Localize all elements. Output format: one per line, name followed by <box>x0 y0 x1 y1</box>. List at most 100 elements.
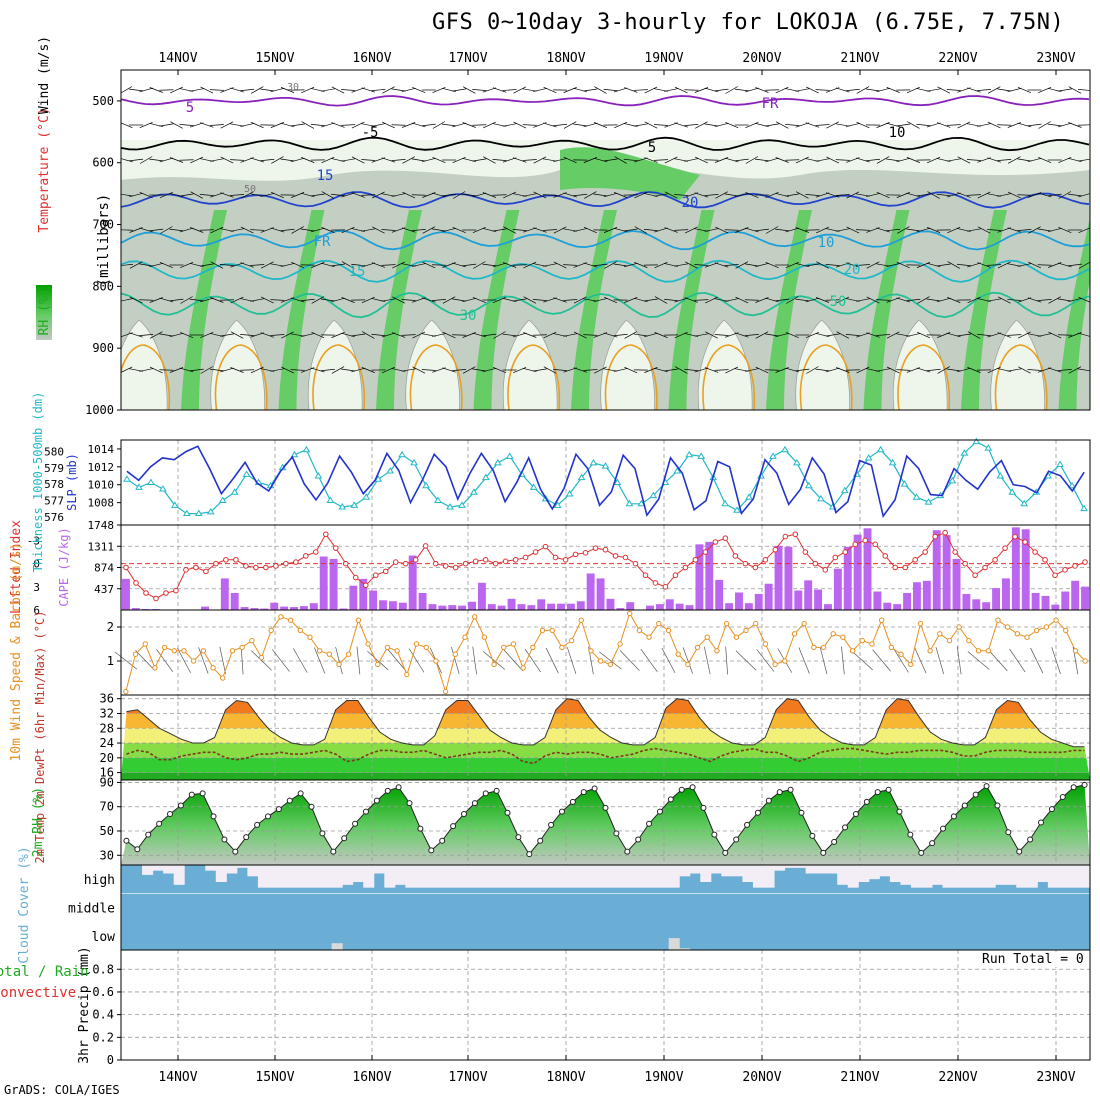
rh-point <box>788 787 793 792</box>
cloud-high-gap <box>869 865 880 879</box>
thickness-point <box>220 497 226 502</box>
wind-speed-point <box>802 621 806 625</box>
wind-speed-point <box>521 666 525 670</box>
wind-speed-point <box>240 645 244 649</box>
wind-speed-point <box>579 618 583 622</box>
cape-bar <box>725 603 733 610</box>
wind-speed-point <box>1015 632 1019 636</box>
rh-point <box>832 839 837 844</box>
wind-speed-point <box>472 615 476 619</box>
cape-bar <box>1081 587 1089 610</box>
cloud-high-gap <box>911 865 922 888</box>
rh-point <box>429 848 434 853</box>
temp-band <box>121 695 1090 699</box>
wind-speed-point <box>308 635 312 639</box>
wind-speed-point <box>724 621 728 625</box>
lifted-index-point <box>573 552 578 557</box>
wind-barb <box>1031 648 1043 673</box>
wind-speed-point <box>773 662 777 666</box>
rh-point <box>1028 837 1033 842</box>
wind-speed-point <box>230 649 234 653</box>
precip-tick-label: 0.6 <box>92 985 114 999</box>
cape-bar <box>1042 596 1050 610</box>
lifted-index-point <box>763 557 768 562</box>
wind-speed-point <box>153 666 157 670</box>
lifted-index-point <box>383 569 388 574</box>
cloud-high-gap <box>479 865 490 888</box>
wind-tick-label: 2 <box>107 620 114 634</box>
wind-axis-label: Wind (m/s) <box>37 36 52 114</box>
day-label-top: 18NOV <box>546 51 585 66</box>
wind-speed-point <box>492 662 496 666</box>
cape-bar <box>755 594 763 610</box>
rh-point <box>625 849 630 854</box>
cape-bar <box>300 606 308 610</box>
wind-speed-point <box>569 638 573 642</box>
wind-speed-point <box>1035 628 1039 632</box>
cloud-high-gap <box>416 865 427 888</box>
thickness-point <box>782 447 788 452</box>
wind-speed-point <box>298 628 302 632</box>
wind-speed-point <box>589 649 593 653</box>
rh-tick-label: 90 <box>100 775 114 789</box>
cape-bar <box>320 557 328 610</box>
lifted-index-point <box>234 557 239 562</box>
rh-point <box>331 849 336 854</box>
wind-speed-point <box>162 645 166 649</box>
lifted-index-point <box>683 565 688 570</box>
cape-bar <box>597 578 605 610</box>
wind10m-panel: 12 <box>107 610 1090 695</box>
total-rain-label: Total / Rain <box>0 964 89 980</box>
temp-band <box>121 758 1090 773</box>
cape-bar <box>468 602 476 610</box>
rh-point <box>483 791 488 796</box>
thickness-point <box>866 455 872 460</box>
lifted-index-point <box>813 561 818 566</box>
precip-tick-label: 0.4 <box>92 1008 114 1022</box>
cloud-high-gap <box>247 865 258 876</box>
cape-bar <box>438 606 446 610</box>
lifted-index-point <box>413 557 418 562</box>
lifted-index-point <box>753 565 758 570</box>
lifted-index-point <box>993 557 998 562</box>
lifted-index-point <box>284 561 289 566</box>
lifted-index-point <box>204 569 209 574</box>
cape-bar <box>676 604 684 610</box>
rh-point <box>309 804 314 809</box>
lifted-index-point <box>623 555 628 560</box>
thickness-point <box>303 447 309 452</box>
lifted-tick-label: 3 <box>33 581 40 594</box>
lifted-index-point <box>783 534 788 539</box>
cape-bar <box>221 578 229 610</box>
thickness-point <box>902 481 908 486</box>
rh-point <box>255 822 260 827</box>
rh-point <box>897 809 902 814</box>
thickness-point <box>878 447 884 452</box>
rh-point <box>799 810 804 815</box>
lifted-index-point <box>333 546 338 551</box>
cape-bar <box>943 535 951 610</box>
rh-point <box>559 809 564 814</box>
wind-barb <box>915 648 926 674</box>
lifted-index-point <box>194 565 199 570</box>
day-label-bottom: 19NOV <box>644 1070 683 1085</box>
cloud-high-gap <box>932 865 943 885</box>
thickness-point <box>399 452 405 457</box>
cloud-high-gap <box>216 865 227 882</box>
wind-speed-point <box>821 645 825 649</box>
thickness-point <box>244 471 250 476</box>
cape-bar <box>982 602 990 610</box>
rh-point <box>745 822 750 827</box>
wind-barb <box>220 647 226 674</box>
day-label-bottom: 14NOV <box>158 1070 197 1085</box>
lifted-index-point <box>693 557 698 562</box>
contour-label: -5 <box>362 125 379 141</box>
lifted-index-point <box>433 561 438 566</box>
temp-tick-label: 24 <box>100 736 114 750</box>
cape-bar <box>883 603 891 610</box>
cloud-high-gap <box>153 865 164 871</box>
cape-axis-label: CAPE (J/kg) <box>57 527 71 606</box>
cloud-high-gap <box>669 865 680 888</box>
lifted-index-point <box>903 565 908 570</box>
